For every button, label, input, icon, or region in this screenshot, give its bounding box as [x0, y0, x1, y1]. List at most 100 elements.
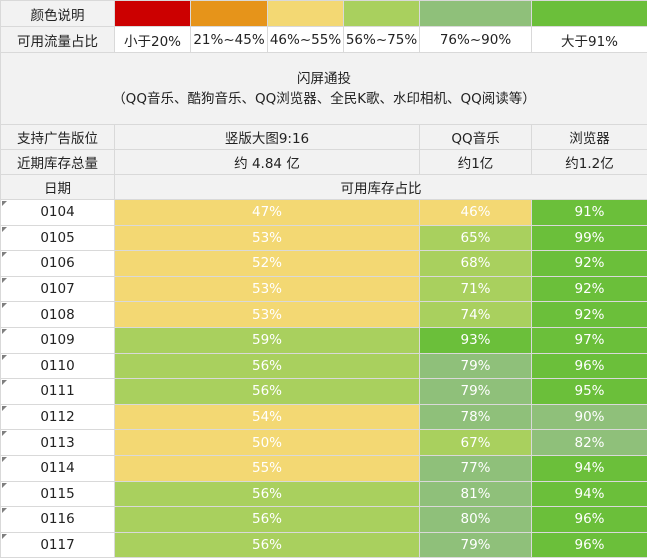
color-swatch-orange [190, 0, 268, 27]
qq-music-ratio-cell: 65% [419, 224, 532, 252]
vertical-image-ratio-cell: 55% [114, 454, 420, 482]
vertical-image-ratio-cell: 56% [114, 531, 420, 559]
vertical-image-ratio-cell: 56% [114, 480, 420, 508]
browser-ratio-cell: 97% [531, 326, 647, 354]
data-row: 0106 52% 68% 92% [0, 250, 647, 277]
vertical-image-ratio-cell: 53% [114, 275, 420, 303]
vertical-image-ratio-cell: 54% [114, 403, 420, 431]
placement-subtitle: （QQ音乐、酷狗音乐、QQ浏览器、全民K歌、水印相机、QQ阅读等） [112, 90, 536, 107]
date-cell: 0105 [0, 224, 115, 252]
browser-ratio-cell: 94% [531, 480, 647, 508]
data-row: 0108 53% 74% 92% [0, 301, 647, 328]
color-legend-label: 颜色说明 [0, 0, 115, 27]
qq-music-ratio-cell: 80% [419, 506, 532, 533]
data-row: 0105 53% 65% 99% [0, 224, 647, 252]
vertical-image-ratio-cell: 59% [114, 326, 420, 354]
date-cell: 0116 [0, 506, 115, 533]
date-header: 日期 [0, 174, 115, 200]
qq-music-ratio-cell: 93% [419, 326, 532, 354]
data-row: 0114 55% 77% 94% [0, 454, 647, 482]
date-header-row: 日期 可用库存占比 [0, 174, 647, 200]
date-cell: 0108 [0, 301, 115, 328]
browser-ratio-cell: 99% [531, 224, 647, 252]
date-cell: 0113 [0, 429, 115, 456]
qq-music-ratio-cell: 79% [419, 378, 532, 405]
browser-ratio-cell: 90% [531, 403, 647, 431]
date-cell: 0111 [0, 378, 115, 405]
slot-browser: 浏览器 [531, 124, 647, 150]
browser-ratio-cell: 96% [531, 352, 647, 380]
slot-row: 支持广告版位 竖版大图9:16 QQ音乐 浏览器 [0, 124, 647, 150]
date-cell: 0107 [0, 275, 115, 303]
browser-ratio-cell: 91% [531, 199, 647, 226]
browser-ratio-cell: 92% [531, 250, 647, 277]
range-label: 大于91% [531, 26, 647, 53]
inventory-qq-music: 约1亿 [419, 149, 532, 175]
slot-qq-music: QQ音乐 [419, 124, 532, 150]
browser-ratio-cell: 82% [531, 429, 647, 456]
slot-label: 支持广告版位 [0, 124, 115, 150]
data-row: 0113 50% 67% 82% [0, 429, 647, 456]
ratio-header: 可用库存占比 [114, 174, 647, 200]
vertical-image-ratio-cell: 56% [114, 506, 420, 533]
vertical-image-ratio-cell: 52% [114, 250, 420, 277]
inventory-browser: 约1.2亿 [531, 149, 647, 175]
qq-music-ratio-cell: 79% [419, 352, 532, 380]
data-row: 0111 56% 79% 95% [0, 378, 647, 405]
data-row: 0107 53% 71% 92% [0, 275, 647, 303]
range-label: 46%~55% [267, 26, 344, 53]
range-label: 小于20% [114, 26, 191, 53]
vertical-image-ratio-cell: 47% [114, 199, 420, 226]
color-swatch-lightgreen [343, 0, 420, 27]
inventory-label: 近期库存总量 [0, 149, 115, 175]
qq-music-ratio-cell: 67% [419, 429, 532, 456]
browser-ratio-cell: 96% [531, 531, 647, 559]
color-swatch-red [114, 0, 191, 27]
slot-vertical-image: 竖版大图9:16 [114, 124, 420, 150]
qq-music-ratio-cell: 71% [419, 275, 532, 303]
browser-ratio-cell: 94% [531, 454, 647, 482]
date-cell: 0112 [0, 403, 115, 431]
legend-color-row: 颜色说明 [0, 0, 647, 27]
legend-range-row: 可用流量占比 小于20% 21%~45% 46%~55% 56%~75% 76%… [0, 26, 647, 53]
data-row: 0104 47% 46% 91% [0, 199, 647, 226]
inventory-row: 近期库存总量 约 4.84 亿 约1亿 约1.2亿 [0, 149, 647, 175]
data-row: 0112 54% 78% 90% [0, 403, 647, 431]
placement-row: 闪屏通投 （QQ音乐、酷狗音乐、QQ浏览器、全民K歌、水印相机、QQ阅读等） [0, 52, 647, 125]
qq-music-ratio-cell: 68% [419, 250, 532, 277]
inventory-vertical-image: 约 4.84 亿 [114, 149, 420, 175]
range-label: 56%~75% [343, 26, 420, 53]
color-swatch-yellow [267, 0, 344, 27]
qq-music-ratio-cell: 77% [419, 454, 532, 482]
placement-title: 闪屏通投 [297, 70, 351, 87]
data-row: 0110 56% 79% 96% [0, 352, 647, 380]
date-cell: 0110 [0, 352, 115, 380]
browser-ratio-cell: 92% [531, 301, 647, 328]
qq-music-ratio-cell: 46% [419, 199, 532, 226]
placement-cell: 闪屏通投 （QQ音乐、酷狗音乐、QQ浏览器、全民K歌、水印相机、QQ阅读等） [0, 52, 647, 125]
date-cell: 0114 [0, 454, 115, 482]
data-row: 0115 56% 81% 94% [0, 480, 647, 508]
qq-music-ratio-cell: 81% [419, 480, 532, 508]
browser-ratio-cell: 92% [531, 275, 647, 303]
vertical-image-ratio-cell: 50% [114, 429, 420, 456]
qq-music-ratio-cell: 74% [419, 301, 532, 328]
data-row: 0117 56% 79% 96% [0, 531, 647, 559]
vertical-image-ratio-cell: 53% [114, 301, 420, 328]
vertical-image-ratio-cell: 56% [114, 378, 420, 405]
date-cell: 0115 [0, 480, 115, 508]
date-cell: 0104 [0, 199, 115, 226]
data-row: 0109 59% 93% 97% [0, 326, 647, 354]
qq-music-ratio-cell: 79% [419, 531, 532, 559]
browser-ratio-cell: 96% [531, 506, 647, 533]
color-swatch-sagegreen [419, 0, 532, 27]
range-label: 21%~45% [190, 26, 268, 53]
date-cell: 0109 [0, 326, 115, 354]
ratio-legend-label: 可用流量占比 [0, 26, 115, 53]
vertical-image-ratio-cell: 56% [114, 352, 420, 380]
color-swatch-green [531, 0, 647, 27]
data-row: 0116 56% 80% 96% [0, 506, 647, 533]
date-cell: 0117 [0, 531, 115, 559]
browser-ratio-cell: 95% [531, 378, 647, 405]
